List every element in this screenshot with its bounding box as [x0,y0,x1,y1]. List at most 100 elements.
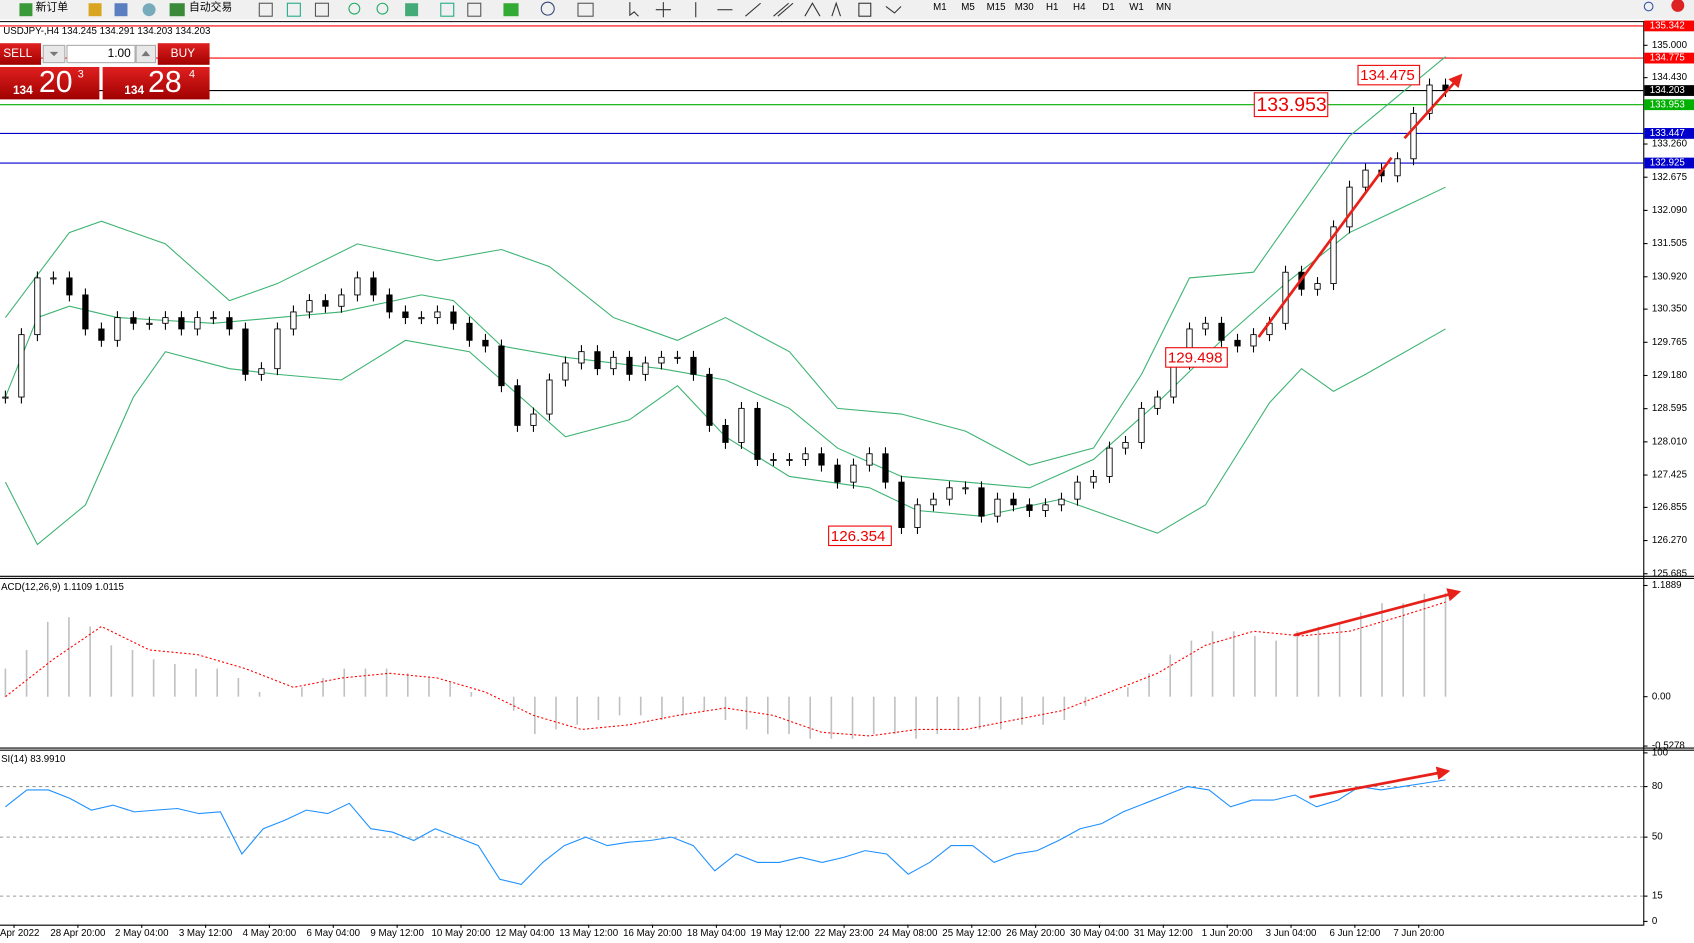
x-tick-label: 26 May 20:00 [1006,928,1065,939]
rsi-arrow [1309,766,1451,799]
candle [1058,498,1065,506]
icon[interactable] [314,2,329,17]
candle [1314,283,1321,290]
icon[interactable] [540,1,555,16]
x-tick-label: 30 May 04:00 [1070,928,1129,939]
candle [1202,322,1209,330]
auto-trading[interactable]: 自动交易 [189,0,232,13]
timeframe[interactable]: H1 [1046,2,1058,13]
y-tick-label: 125.685 [1652,568,1687,579]
candle [1010,498,1017,506]
timeframe[interactable]: W1 [1129,2,1144,13]
timeframe[interactable]: D1 [1102,2,1114,13]
icon[interactable] [440,2,455,17]
lots-value[interactable]: 1.00 [108,46,132,60]
candle [434,311,441,319]
candle [754,407,761,460]
candle [290,311,297,330]
candle [1106,447,1113,477]
x-tick-label: 6 May 04:00 [307,928,361,939]
icon[interactable] [258,2,273,17]
sell-label[interactable]: SELL [3,46,32,60]
icon[interactable] [376,2,389,15]
price-tag-label: 133.447 [1650,128,1685,139]
new-order[interactable]: 新订单 [36,0,69,13]
buy-button[interactable] [157,43,210,65]
price-tag [1644,85,1694,96]
icon [49,51,59,57]
icon[interactable] [773,2,794,17]
alert-icon[interactable] [1671,0,1685,12]
candle [306,300,313,313]
candle [610,356,617,370]
icon[interactable] [348,2,361,15]
timeframe[interactable]: M1 [933,2,947,13]
icon[interactable] [831,1,842,17]
candle [322,300,329,307]
y-tick-label: 50 [1652,832,1663,843]
icon[interactable] [88,3,102,17]
x-tick-label: Apr 2022 [0,928,39,939]
y-tick-label: 127.425 [1652,470,1687,481]
icon[interactable] [405,3,419,17]
chart-header: USDJPY-,H4 134.245 134.291 134.203 134.2… [3,26,210,37]
search-icon[interactable] [1643,1,1654,12]
annotation: 126.354 [831,528,886,545]
rsi-header: SI(14) 83.9910 [1,754,66,765]
candle [1426,84,1433,114]
candle [370,277,377,296]
icon[interactable] [142,3,156,17]
icon[interactable] [629,2,639,17]
x-tick-label: 9 May 12:00 [370,928,424,939]
x-tick-label: 19 May 12:00 [751,928,810,939]
icon[interactable] [169,3,185,17]
icon[interactable] [745,2,761,17]
candle [1122,441,1129,449]
icon[interactable] [858,2,872,17]
sell-price-big: 134 [13,83,33,97]
buy-price-box[interactable] [102,66,210,100]
icon[interactable] [114,3,128,17]
sell-button[interactable] [0,43,42,65]
x-tick-label: 16 May 20:00 [623,928,682,939]
y-tick-label: 1.1889 [1652,580,1682,591]
candle [482,339,489,347]
price-tag [1644,20,1694,32]
icon[interactable] [19,3,33,17]
y-tick-label: 128.595 [1652,403,1687,414]
price-tag-label: 135.342 [1650,20,1685,31]
price-tag-label: 132.925 [1650,158,1685,169]
timeframe[interactable]: M5 [961,2,975,13]
icon[interactable] [286,2,301,17]
candle [1330,226,1337,285]
icon[interactable] [467,2,482,17]
candle [34,277,41,336]
y-tick-label: 15 [1652,891,1663,902]
timeframe[interactable]: H4 [1073,2,1086,13]
icon[interactable] [804,2,821,17]
x-tick-label: 25 May 12:00 [942,928,1001,939]
lots-input[interactable] [66,44,136,64]
y-tick-label: 80 [1652,781,1663,792]
timeframe[interactable]: MN [1156,2,1171,13]
icon[interactable] [503,3,519,17]
x-tick-label: 6 Jun 12:00 [1329,928,1380,939]
candle [162,317,169,324]
timeframe[interactable]: M15 [987,2,1006,13]
candle [1138,407,1145,443]
sell-price-box[interactable] [0,66,100,100]
buy-label[interactable]: BUY [171,46,195,60]
candle [1250,334,1257,347]
icon[interactable] [885,6,902,14]
icon[interactable] [655,2,671,18]
x-tick-label: 28 Apr 20:00 [50,928,106,939]
macd-arrow [1293,588,1462,637]
candle [338,294,345,307]
y-tick-label: 133.260 [1652,139,1688,150]
x-tick-label: 10 May 20:00 [432,928,491,939]
candle [514,385,521,426]
timeframe[interactable]: M30 [1015,2,1035,13]
icon[interactable] [577,2,594,17]
candle [354,277,361,296]
candle [498,345,505,387]
